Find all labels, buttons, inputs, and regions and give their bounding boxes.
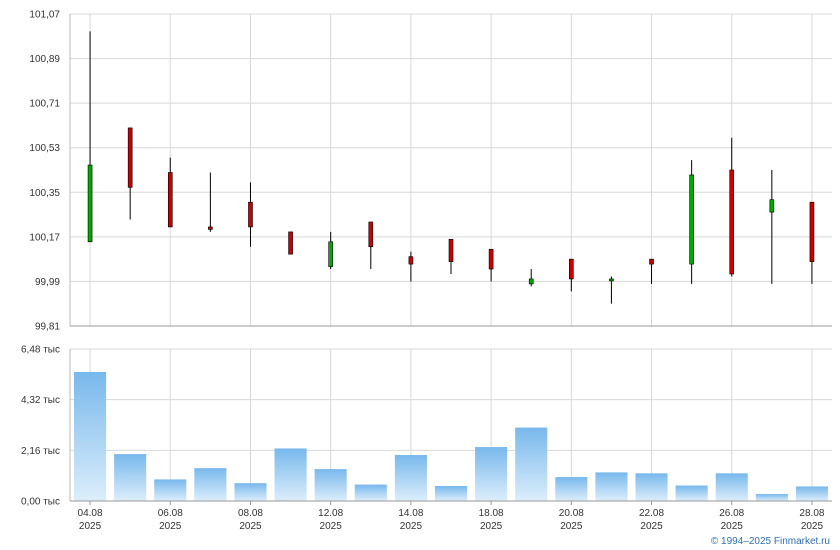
volume-bar [274,448,307,501]
price-ytick-label: 100,35 [29,188,60,199]
volume-bar [314,469,347,501]
copyright-text: © 1994–2025 Finmarket.ru [710,536,830,547]
candle [408,251,414,282]
candle [729,137,735,277]
candle-body [288,231,293,255]
volume-bar [635,473,668,501]
candle [368,221,374,270]
volume-bar [715,473,748,501]
volume-bar [595,472,628,501]
x-tick-label-day: 22.08 [639,508,664,519]
x-tick-label-year: 2025 [400,521,423,532]
candle [649,258,654,284]
x-tick-label-day: 12.08 [318,508,343,519]
volume-bar [555,477,588,501]
price-ytick-label: 100,53 [29,143,60,154]
x-tick-label-year: 2025 [640,521,663,532]
candle-body [729,169,735,275]
x-tick-label-day: 14.08 [398,508,423,519]
price-panel: 101,07 100,89 100,71 100,53 100,35 100,17 99,9… [29,10,832,333]
x-tick-label-day: 28.08 [799,508,824,519]
volume-bar [114,454,147,501]
candle [528,269,534,287]
volume-bar [515,427,548,501]
volume-bar [234,483,267,501]
x-tick-label-day: 20.08 [559,508,584,519]
candle-body [408,256,414,265]
candle-body [689,174,694,265]
volume-bar [675,485,708,501]
x-tick-label-day: 26.08 [719,508,744,519]
volume-bar [354,484,387,501]
candle [569,258,574,292]
candle-body [448,239,454,262]
volume-bar [795,486,828,501]
candle-body [649,258,654,265]
candle [248,182,253,247]
candle-body [488,248,494,270]
x-tick-label-year: 2025 [159,521,182,532]
volume-bar [475,447,508,501]
candle [288,231,293,255]
price-ytick-label: 100,71 [29,99,60,110]
volume-bar [755,493,788,501]
price-ytick-label: 99,99 [35,277,60,288]
candle [448,239,454,274]
candle-body [569,258,574,280]
candle [208,172,213,232]
candle-body [368,221,374,248]
volume-bar [434,485,468,501]
candle [488,248,494,282]
price-ytick-label: 101,07 [29,10,60,21]
candle-body [328,241,333,267]
x-tick-label-day: 06.08 [158,508,183,519]
candle-body [248,201,253,228]
candle [689,160,694,284]
price-ytick-label: 100,17 [29,232,60,243]
volume-bar [394,455,427,501]
x-tick-label-year: 2025 [239,521,262,532]
x-tick-label-day: 08.08 [238,508,263,519]
candle [167,157,173,228]
x-tick-label-year: 2025 [560,521,583,532]
candle [609,276,614,304]
x-tick-label-year: 2025 [79,521,102,532]
x-tick-label-day: 18.08 [479,508,504,519]
volume-ytick-label: 4,32 тыс [21,395,60,406]
x-tick-label-year: 2025 [480,521,503,532]
x-tick-label-day: 04.08 [78,508,103,519]
price-ytick-label: 99,81 [35,322,60,333]
x-tick-label-year: 2025 [801,521,824,532]
x-tick-label-year: 2025 [721,521,744,532]
volume-bar [74,371,107,501]
volume-bar [194,468,227,501]
candle [328,231,333,270]
volume-ytick-label: 6,48 тыс [21,345,60,356]
candle-body [528,278,534,285]
candle-body [167,172,173,228]
x-tick-label-year: 2025 [320,521,343,532]
price-ytick-label: 100,89 [29,54,60,65]
candle [127,127,133,220]
candle-body [127,127,133,188]
candle-body [609,278,614,282]
volume-ytick-label: 0,00 тыс [21,497,60,508]
candle-body [87,164,93,243]
candle-body [809,201,815,262]
volume-ytick-label: 2,16 тыс [21,446,60,457]
volume-bar [154,479,187,501]
candle [87,31,93,243]
candle [809,201,815,284]
candle-body [208,226,213,230]
candle [769,170,775,284]
x-axis: 04.08 2025 06.08 2025 08.08 2025 12.08 2025 14.0… [78,501,825,532]
candle-body [769,199,775,213]
volume-panel: 6,48 тыс 4,32 тыс 2,16 тыс 0,00 тыс [21,345,832,508]
